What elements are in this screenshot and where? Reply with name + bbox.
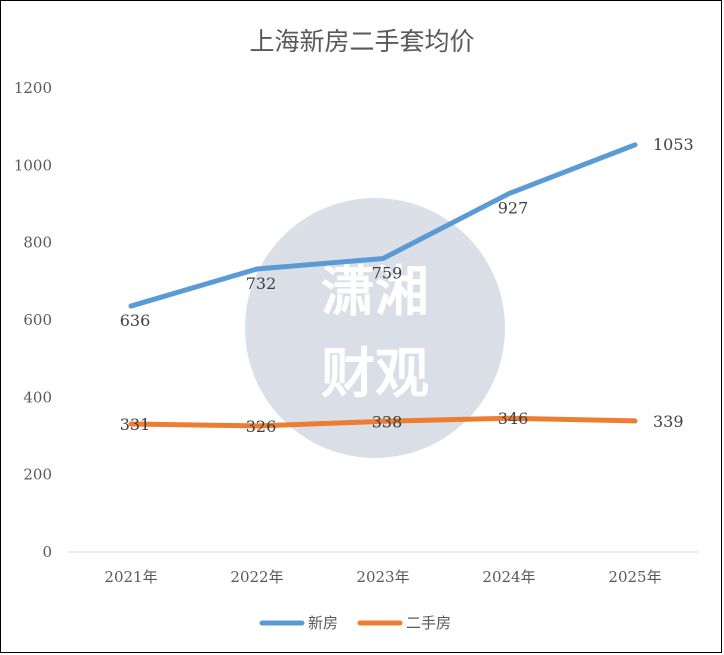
legend-label: 二手房 (406, 614, 451, 632)
data-label: 339 (653, 412, 684, 431)
x-tick-label: 2022年 (230, 568, 283, 586)
data-label: 1053 (653, 135, 694, 154)
y-tick-label: 400 (23, 388, 52, 406)
data-label: 732 (246, 274, 277, 293)
watermark-text-bottom: 财观 (321, 342, 429, 405)
data-label: 636 (120, 311, 151, 330)
series-line-resale-homes (128, 415, 638, 429)
legend: 新房 二手房 (259, 614, 451, 632)
x-tick-label: 2021年 (104, 568, 157, 586)
data-label: 331 (120, 415, 151, 434)
data-label: 326 (246, 417, 277, 436)
x-tick-label: 2025年 (608, 568, 661, 586)
y-tick-label: 0 (42, 543, 52, 561)
y-tick-label: 600 (23, 311, 52, 329)
x-tick-label: 2023年 (356, 568, 409, 586)
y-tick-label: 1200 (14, 79, 52, 97)
y-axis: 0 200 400 600 800 1000 1200 (14, 79, 52, 561)
data-label: 346 (498, 409, 529, 428)
data-labels: 636 732 759 927 1053 331 326 338 346 339 (120, 135, 694, 436)
y-tick-label: 200 (23, 466, 52, 484)
series-group (128, 142, 638, 429)
series-line-new-homes (128, 142, 638, 309)
y-tick-label: 800 (23, 234, 52, 252)
chart-title: 上海新房二手套均价 (249, 27, 474, 56)
data-label: 927 (498, 199, 529, 218)
legend-label: 新房 (308, 614, 338, 632)
x-axis: 2021年 2022年 2023年 2024年 2025年 (104, 568, 661, 586)
x-tick-label: 2024年 (482, 568, 535, 586)
data-label: 338 (372, 412, 403, 431)
watermark-text-top: 潇湘 (321, 260, 429, 323)
data-label: 759 (372, 264, 403, 283)
y-tick-label: 1000 (14, 156, 52, 174)
